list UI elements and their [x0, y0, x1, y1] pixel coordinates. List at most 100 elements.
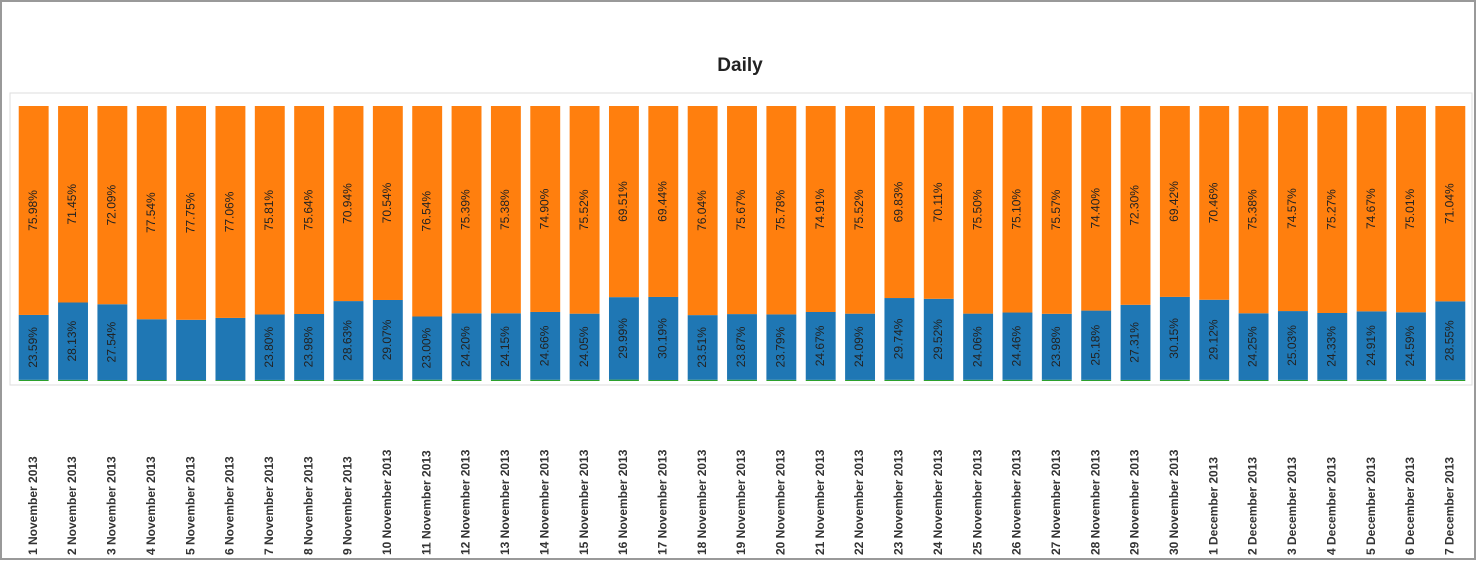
value-label: 29.99% — [616, 318, 630, 359]
bar-segment — [97, 379, 128, 381]
bar-segment — [97, 106, 128, 305]
bar-segment — [294, 314, 325, 380]
value-label: 23.98% — [1049, 326, 1063, 367]
bar-segment — [1317, 106, 1348, 313]
value-label: 23.51% — [695, 327, 709, 368]
value-label: 75.39% — [459, 189, 473, 230]
bar-segment — [569, 313, 600, 380]
x-tick-label: 16 November 2013 — [616, 449, 630, 555]
x-tick-label: 12 November 2013 — [459, 449, 473, 555]
value-label: 24.20% — [459, 326, 473, 367]
value-label: 76.54% — [419, 191, 433, 232]
bar-segment — [727, 379, 757, 381]
bar-segment — [1317, 379, 1348, 381]
x-tick-label: 6 November 2013 — [223, 456, 237, 555]
x-tick-label: 4 December 2013 — [1324, 457, 1338, 555]
x-tick-label: 26 November 2013 — [1010, 449, 1024, 555]
bar-segment — [923, 379, 954, 381]
value-label: 27.54% — [105, 321, 119, 362]
value-label: 75.27% — [1324, 189, 1338, 230]
bar-segment — [451, 313, 482, 380]
bar-segment — [845, 379, 876, 381]
bar-segment — [372, 299, 403, 380]
bar-segment — [412, 379, 443, 381]
value-label: 24.05% — [577, 326, 591, 367]
bar-segment — [805, 379, 836, 381]
bar-segment — [1356, 311, 1387, 380]
x-tick-label: 3 November 2013 — [105, 456, 119, 555]
bar-segment — [1317, 312, 1348, 380]
value-label: 69.83% — [892, 181, 906, 222]
value-label: 23.98% — [301, 326, 315, 367]
x-tick-label: 3 December 2013 — [1285, 457, 1299, 555]
bar-segment — [1081, 310, 1112, 380]
value-label: 75.67% — [734, 189, 748, 230]
bar-segment — [608, 297, 639, 380]
bar-segment — [136, 380, 167, 381]
bar-segment — [805, 312, 836, 380]
value-label: 76.04% — [695, 190, 709, 231]
bar-segment — [254, 106, 285, 315]
x-tick-label: 5 December 2013 — [1364, 457, 1378, 555]
x-tick-label: 11 November 2013 — [419, 450, 433, 555]
x-tick-label: 25 November 2013 — [970, 449, 984, 555]
bar-segment — [884, 379, 915, 381]
value-label: 72.30% — [1128, 185, 1142, 226]
bar-segment — [1041, 379, 1072, 381]
bar-segment — [687, 379, 718, 381]
bar-segment — [1159, 106, 1190, 297]
x-tick-label: 29 November 2013 — [1128, 449, 1142, 555]
value-label: 71.04% — [1442, 183, 1456, 224]
value-label: 23.80% — [262, 327, 276, 368]
value-label: 24.66% — [537, 325, 551, 366]
bar-segment — [176, 319, 207, 381]
x-tick-label: 9 November 2013 — [341, 456, 355, 555]
bar-segment — [1435, 301, 1466, 380]
value-label: 24.91% — [1364, 325, 1378, 366]
value-label: 25.03% — [1285, 325, 1299, 366]
bar-segment — [58, 379, 88, 381]
bar-segment — [1041, 313, 1072, 380]
bar-segment — [963, 313, 994, 380]
bar-segment — [766, 314, 797, 380]
bar-segment — [1396, 379, 1426, 381]
bar-segment — [412, 316, 443, 380]
value-label: 71.45% — [65, 184, 79, 225]
value-label: 30.15% — [1167, 318, 1181, 359]
bar-segment — [1435, 379, 1466, 381]
bar-segment — [1120, 379, 1151, 381]
bar-segment — [1199, 299, 1230, 380]
value-label: 24.33% — [1324, 326, 1338, 367]
value-label: 24.15% — [498, 326, 512, 367]
x-tick-label: 2 December 2013 — [1246, 457, 1260, 555]
bar-segment — [963, 106, 994, 314]
bar-segment — [97, 304, 128, 380]
bar-segment — [254, 314, 285, 380]
value-label: 74.91% — [813, 188, 827, 229]
bar-segment — [58, 302, 88, 380]
value-label: 27.31% — [1128, 322, 1142, 363]
bar-segment — [608, 379, 639, 381]
x-tick-label: 1 November 2013 — [26, 456, 40, 555]
bar-segment — [451, 106, 482, 314]
value-label: 24.06% — [970, 326, 984, 367]
x-tick-label: 30 November 2013 — [1167, 449, 1181, 555]
bar-segment — [333, 106, 364, 302]
value-label: 75.98% — [26, 190, 40, 231]
bar-segment — [687, 106, 718, 316]
plot-area — [9, 92, 1473, 386]
value-label: 75.52% — [577, 189, 591, 230]
value-label: 30.19% — [655, 318, 669, 359]
x-tick-label: 4 November 2013 — [144, 456, 158, 555]
bar-segment — [1238, 379, 1269, 381]
value-label: 24.25% — [1246, 326, 1260, 367]
bar-segment — [294, 106, 325, 315]
bar-segment — [372, 379, 403, 381]
x-tick-label: 5 November 2013 — [183, 456, 197, 555]
bar-segment — [1081, 379, 1112, 381]
bar-segment — [1277, 311, 1308, 380]
bar-segment — [569, 379, 600, 381]
value-label: 74.57% — [1285, 188, 1299, 229]
bar-segment — [18, 314, 49, 380]
value-label: 75.10% — [1010, 189, 1024, 230]
